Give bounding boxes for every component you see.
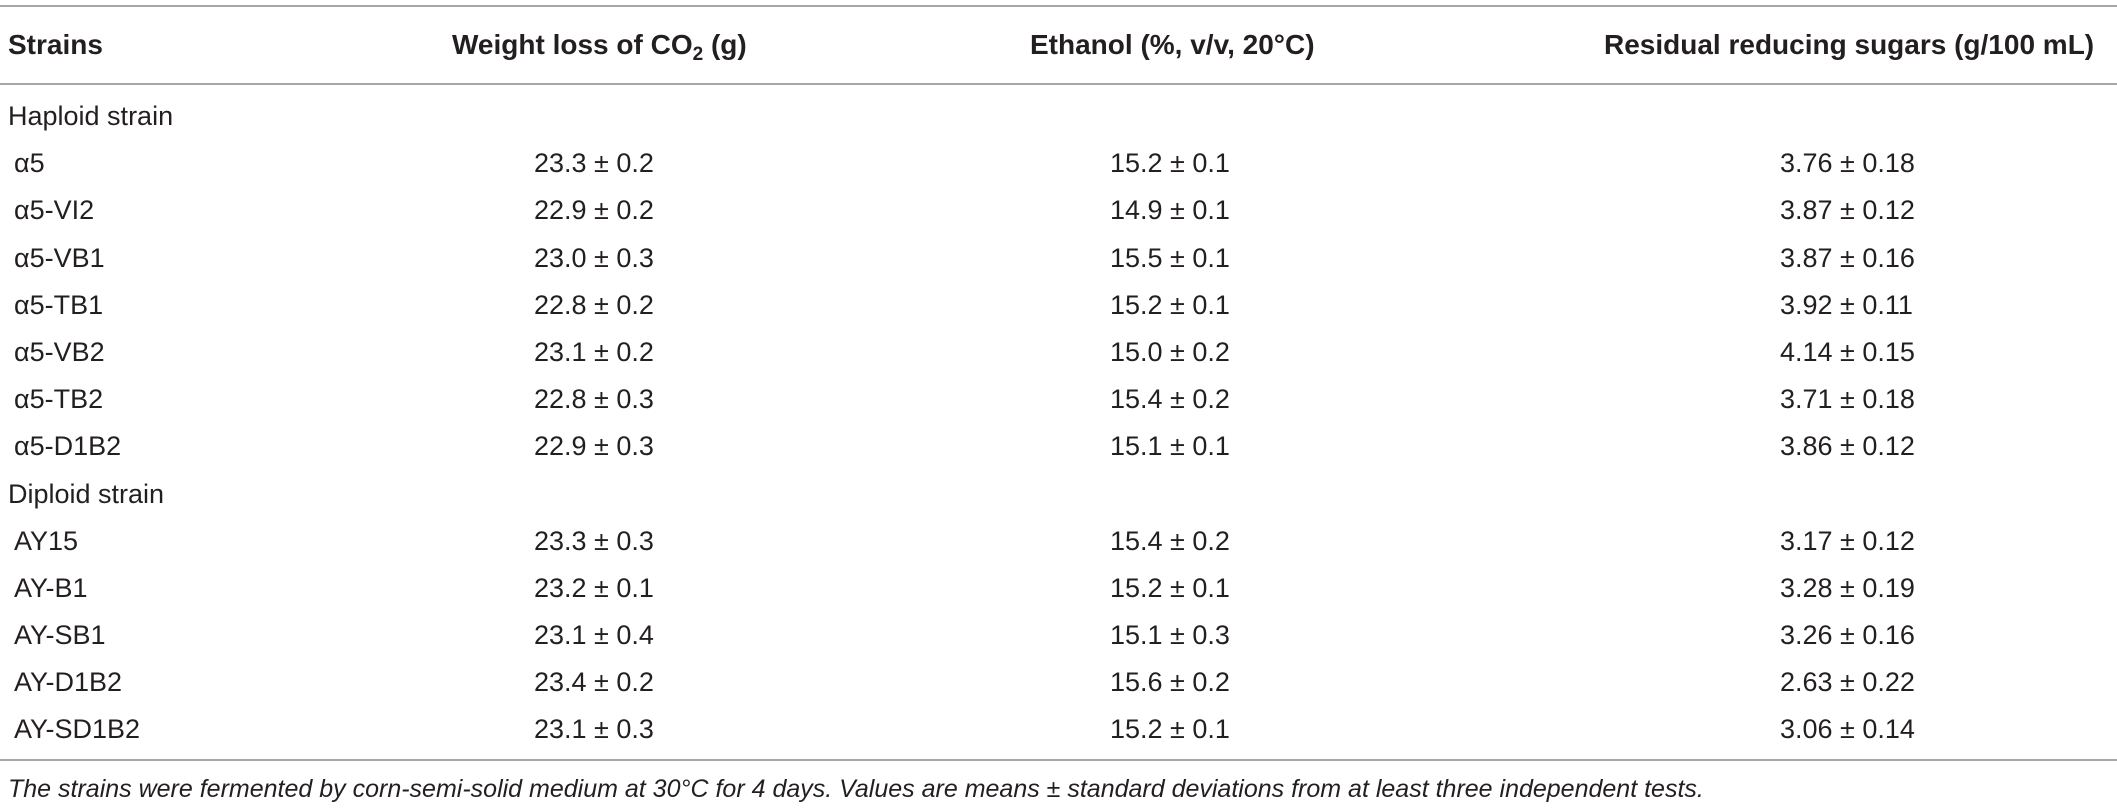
table-row: α5-TB1 22.8 ± 0.2 15.2 ± 0.1 3.92 ± 0.11 (0, 282, 2117, 329)
table-row: α5-VI2 22.9 ± 0.2 14.9 ± 0.1 3.87 ± 0.12 (0, 187, 2117, 234)
header-strains: Strains (8, 29, 103, 60)
weight-cell: 22.8 ± 0.2 (534, 289, 654, 320)
weight-cell: 23.3 ± 0.2 (534, 148, 654, 179)
header-ethanol: Ethanol (%, v/v, 20°C) (1030, 29, 1315, 60)
table-footnote: The strains were fermented by corn-semi-… (8, 775, 1704, 803)
ethanol-cell: 15.6 ± 0.2 (1110, 667, 1230, 698)
section-label: Haploid strain (8, 101, 174, 131)
table-row: α5-VB2 23.1 ± 0.2 15.0 ± 0.2 4.14 ± 0.15 (0, 329, 2117, 376)
sugars-cell: 3.86 ± 0.12 (1780, 431, 1915, 462)
ethanol-cell: 15.1 ± 0.1 (1110, 431, 1230, 462)
ethanol-cell: 15.2 ± 0.1 (1110, 148, 1230, 179)
ethanol-cell: 15.4 ± 0.2 (1110, 525, 1230, 556)
ethanol-cell: 15.4 ± 0.2 (1110, 384, 1230, 415)
ethanol-cell: 15.2 ± 0.1 (1110, 572, 1230, 603)
weight-cell: 23.2 ± 0.1 (534, 572, 654, 603)
header-weight-suffix: (g) (703, 29, 747, 60)
weight-cell: 23.4 ± 0.2 (534, 667, 654, 698)
table-row: AY-B1 23.2 ± 0.1 15.2 ± 0.1 3.28 ± 0.19 (0, 565, 2117, 612)
weight-cell: 22.9 ± 0.2 (534, 195, 654, 226)
sugars-cell: 3.92 ± 0.11 (1780, 289, 1913, 320)
weight-cell: 23.1 ± 0.2 (534, 336, 654, 367)
table-row: AY15 23.3 ± 0.3 15.4 ± 0.2 3.17 ± 0.12 (0, 518, 2117, 565)
sugars-cell: 4.14 ± 0.15 (1780, 336, 1915, 367)
ethanol-cell: 15.2 ± 0.1 (1110, 289, 1230, 320)
table-row: AY-SB1 23.1 ± 0.4 15.1 ± 0.3 3.26 ± 0.16 (0, 612, 2117, 659)
strain-cell: AY-SD1B2 (14, 714, 141, 745)
table-row: α5-D1B2 22.9 ± 0.3 15.1 ± 0.1 3.86 ± 0.1… (0, 423, 2117, 470)
strain-cell: AY15 (14, 525, 79, 556)
strain-cell: α5-D1B2 (14, 431, 122, 462)
strain-cell: AY-D1B2 (14, 667, 123, 698)
table-body: Haploid strain α5 23.3 ± 0.2 15.2 ± 0.1 … (0, 93, 2117, 754)
sugars-cell: 3.26 ± 0.16 (1780, 620, 1915, 651)
sugars-cell: 3.28 ± 0.19 (1780, 572, 1915, 603)
weight-cell: 23.1 ± 0.3 (534, 714, 654, 745)
sugars-cell: 3.06 ± 0.14 (1780, 714, 1915, 745)
table-top-rule (0, 5, 2117, 7)
strain-cell: α5-TB2 (14, 384, 104, 415)
weight-cell: 23.3 ± 0.3 (534, 525, 654, 556)
table-row: α5-TB2 22.8 ± 0.3 15.4 ± 0.2 3.71 ± 0.18 (0, 376, 2117, 423)
strain-cell: AY-SB1 (14, 620, 106, 651)
weight-cell: 23.0 ± 0.3 (534, 242, 654, 273)
section-label: Diploid strain (8, 478, 165, 509)
table-bottom-rule (0, 759, 2117, 761)
table-row: AY-SD1B2 23.1 ± 0.3 15.2 ± 0.1 3.06 ± 0.… (0, 706, 2117, 753)
header-residual-sugars: Residual reducing sugars (g/100 mL) (1604, 29, 2095, 60)
sugars-cell: 3.87 ± 0.16 (1780, 242, 1915, 273)
sugars-cell: 3.17 ± 0.12 (1780, 525, 1915, 556)
table-row: AY-D1B2 23.4 ± 0.2 15.6 ± 0.2 2.63 ± 0.2… (0, 659, 2117, 706)
weight-cell: 22.8 ± 0.3 (534, 384, 654, 415)
strain-cell: α5-VB2 (14, 336, 105, 367)
strain-cell: α5-VI2 (14, 195, 95, 226)
ethanol-cell: 15.5 ± 0.1 (1110, 242, 1230, 273)
sugars-cell: 3.87 ± 0.12 (1780, 195, 1915, 226)
ethanol-cell: 15.1 ± 0.3 (1110, 620, 1230, 651)
ethanol-cell: 15.0 ± 0.2 (1110, 336, 1230, 367)
sugars-cell: 3.76 ± 0.18 (1780, 148, 1915, 179)
sugars-cell: 2.63 ± 0.22 (1780, 667, 1915, 698)
table-header-rule (0, 83, 2117, 85)
header-weight-subscript: 2 (692, 44, 704, 65)
header-weight-loss: Weight loss of CO2 (g) (452, 23, 747, 67)
header-weight-prefix: Weight loss of CO (452, 29, 693, 60)
strain-cell: AY-B1 (14, 572, 88, 603)
section-row-haploid: Haploid strain (0, 93, 2117, 140)
ethanol-cell: 14.9 ± 0.1 (1110, 195, 1230, 226)
strain-cell: α5-VB1 (14, 242, 105, 273)
strain-cell: α5 (14, 148, 45, 179)
table-row: α5-VB1 23.0 ± 0.3 15.5 ± 0.1 3.87 ± 0.16 (0, 235, 2117, 282)
weight-cell: 22.9 ± 0.3 (534, 431, 654, 462)
strain-cell: α5-TB1 (14, 289, 104, 320)
sugars-cell: 3.71 ± 0.18 (1780, 384, 1915, 415)
weight-cell: 23.1 ± 0.4 (534, 620, 654, 651)
ethanol-cell: 15.2 ± 0.1 (1110, 714, 1230, 745)
section-row-diploid: Diploid strain (0, 471, 2117, 518)
table-header-row: Strains Weight loss of CO2 (g) Ethanol (… (0, 23, 2117, 67)
table-row: α5 23.3 ± 0.2 15.2 ± 0.1 3.76 ± 0.18 (0, 140, 2117, 187)
